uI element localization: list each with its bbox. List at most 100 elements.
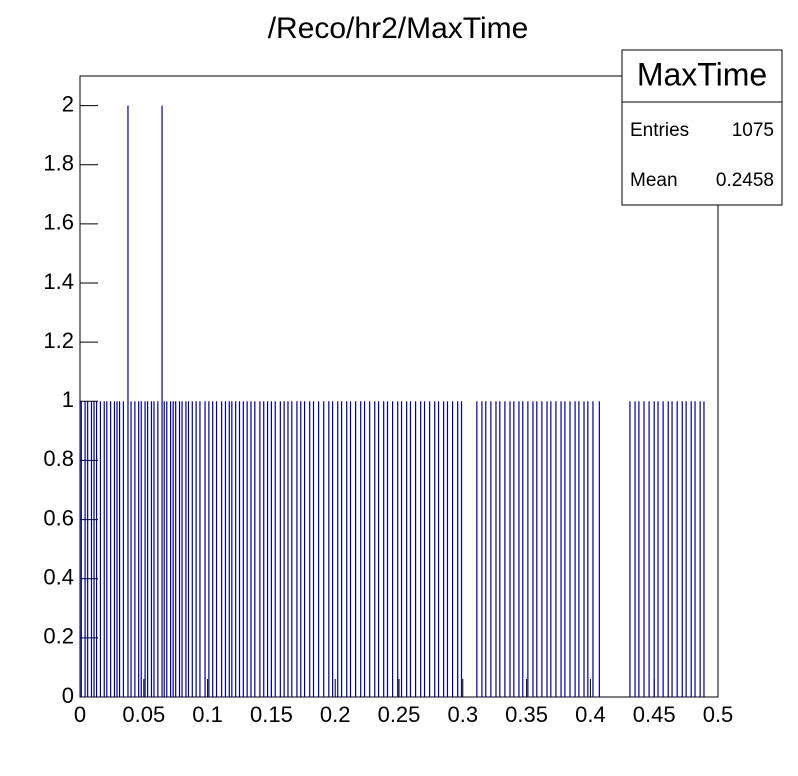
bar bbox=[93, 401, 95, 697]
bar bbox=[355, 401, 357, 697]
bar bbox=[140, 401, 142, 697]
bar bbox=[340, 401, 343, 697]
bar bbox=[134, 401, 136, 697]
bar bbox=[522, 401, 524, 697]
bar bbox=[476, 401, 478, 697]
bar bbox=[118, 401, 121, 697]
bar bbox=[541, 401, 543, 697]
bar bbox=[657, 401, 659, 697]
x-tick-label: 0.05 bbox=[122, 702, 165, 727]
bar bbox=[250, 401, 252, 697]
bar bbox=[157, 401, 159, 697]
x-tick-label: 0.25 bbox=[378, 702, 421, 727]
bar bbox=[499, 401, 501, 697]
bar bbox=[532, 401, 534, 697]
bar bbox=[181, 401, 183, 697]
bar bbox=[287, 401, 289, 697]
bar bbox=[318, 401, 320, 697]
bar bbox=[518, 401, 520, 697]
bar bbox=[360, 401, 362, 697]
bar bbox=[191, 401, 193, 697]
bar bbox=[443, 401, 445, 697]
bar bbox=[106, 401, 108, 697]
y-tick-label: 0.6 bbox=[43, 505, 74, 530]
bar bbox=[215, 401, 218, 697]
bar bbox=[254, 401, 256, 697]
bar bbox=[87, 401, 89, 697]
bar bbox=[208, 401, 210, 697]
bar bbox=[130, 401, 132, 697]
bar bbox=[437, 401, 440, 697]
bar bbox=[122, 401, 124, 697]
bar bbox=[420, 401, 422, 697]
bar bbox=[485, 401, 487, 697]
chart-title: /Reco/hr2/MaxTime bbox=[268, 12, 529, 45]
bar bbox=[166, 401, 168, 697]
bar bbox=[598, 401, 600, 697]
bar bbox=[323, 401, 325, 697]
bar bbox=[312, 401, 315, 697]
bar bbox=[406, 401, 408, 697]
bar bbox=[228, 401, 230, 697]
bar bbox=[147, 401, 149, 697]
bar bbox=[546, 401, 548, 697]
x-tick-label: 0.2 bbox=[320, 702, 351, 727]
bar bbox=[550, 401, 552, 697]
bar bbox=[161, 105, 163, 698]
y-tick-label: 1 bbox=[62, 387, 74, 412]
bar bbox=[263, 401, 265, 697]
bar bbox=[446, 401, 449, 697]
bar bbox=[328, 401, 330, 697]
bar bbox=[187, 401, 190, 697]
bar bbox=[400, 401, 403, 697]
bar bbox=[296, 401, 298, 697]
bar bbox=[212, 401, 214, 697]
bar bbox=[386, 401, 389, 697]
bar bbox=[703, 401, 705, 697]
x-tick-label: 0.35 bbox=[505, 702, 548, 727]
bar bbox=[643, 401, 645, 697]
bar bbox=[332, 401, 334, 697]
bar bbox=[564, 401, 566, 697]
bar bbox=[235, 401, 237, 697]
y-tick-label: 1.6 bbox=[43, 210, 74, 235]
bar bbox=[527, 401, 529, 697]
y-tick-label: 1.8 bbox=[43, 151, 74, 176]
bar bbox=[681, 401, 683, 697]
bar bbox=[451, 401, 454, 697]
bar bbox=[270, 401, 272, 697]
bar bbox=[153, 401, 155, 697]
bar bbox=[259, 401, 261, 697]
bar bbox=[555, 401, 557, 697]
bar bbox=[383, 401, 385, 697]
bar bbox=[536, 401, 538, 697]
bar bbox=[224, 401, 227, 697]
bar bbox=[569, 401, 571, 697]
bar bbox=[434, 401, 436, 697]
bar bbox=[110, 401, 112, 697]
bar bbox=[481, 401, 483, 697]
x-tick-label: 0.3 bbox=[448, 702, 479, 727]
bar bbox=[653, 401, 655, 697]
bar bbox=[397, 401, 399, 697]
bar bbox=[300, 401, 302, 697]
bar bbox=[185, 401, 187, 697]
x-tick-label: 0.45 bbox=[633, 702, 676, 727]
bar bbox=[337, 401, 339, 697]
bar bbox=[662, 401, 664, 697]
bar bbox=[592, 401, 594, 697]
x-tick-label: 0 bbox=[74, 702, 86, 727]
bar bbox=[509, 401, 511, 697]
y-tick-label: 0.2 bbox=[43, 624, 74, 649]
bar bbox=[238, 401, 241, 697]
stats-box: MaxTime Entries 1075 Mean 0.2458 bbox=[621, 49, 783, 206]
bar bbox=[560, 401, 562, 697]
bar bbox=[127, 105, 129, 698]
bar bbox=[690, 401, 692, 697]
bar bbox=[103, 401, 105, 697]
y-tick-label: 0 bbox=[62, 683, 74, 708]
bar bbox=[99, 401, 102, 697]
bar bbox=[95, 401, 98, 697]
bar bbox=[699, 401, 701, 697]
bar bbox=[204, 401, 206, 697]
